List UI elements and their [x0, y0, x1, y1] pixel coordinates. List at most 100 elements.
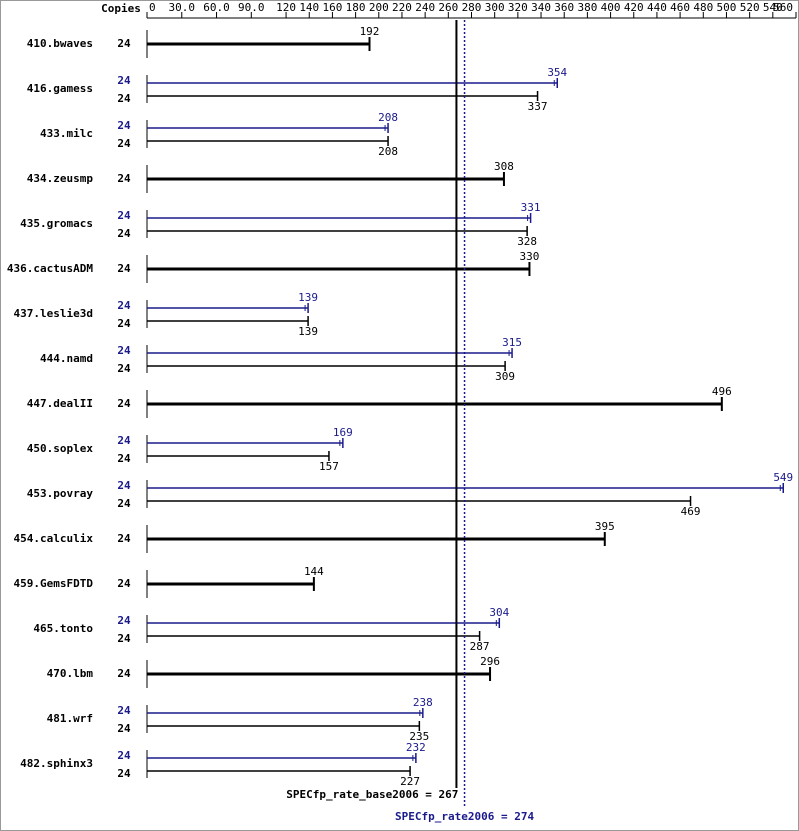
- category-label: 454.calculix: [14, 532, 94, 545]
- value-label: 208: [378, 145, 398, 158]
- value-label: 549: [773, 471, 793, 484]
- category-label: 436.cactusADM: [7, 262, 93, 275]
- copies-label: 24: [117, 362, 131, 375]
- bar: [147, 500, 691, 502]
- x-tick-label: 460: [670, 1, 690, 14]
- bar: [147, 402, 722, 406]
- reference-label: SPECfp_rate2006 = 274: [395, 810, 534, 823]
- bar: [147, 140, 389, 142]
- category-label: 433.milc: [40, 127, 93, 140]
- reference-label: SPECfp_rate_base2006 = 267: [286, 788, 458, 801]
- x-tick-label: 60.0: [203, 1, 230, 14]
- x-tick-label: 520: [740, 1, 760, 14]
- category-label: 450.soplex: [27, 442, 94, 455]
- copies-label: 24: [117, 452, 131, 465]
- x-tick-label: 260: [438, 1, 458, 14]
- x-tick-label: 560: [773, 1, 793, 14]
- x-tick-label: 340: [531, 1, 551, 14]
- bar: [147, 217, 531, 219]
- x-tick-label: 380: [577, 1, 597, 14]
- value-label: 354: [547, 66, 567, 79]
- copies-header: Copies: [101, 2, 141, 15]
- x-tick-label: 120: [276, 1, 296, 14]
- category-label: 434.zeusmp: [27, 172, 94, 185]
- copies-label: 24: [117, 172, 131, 185]
- x-tick-label: 440: [647, 1, 667, 14]
- x-tick-label: 220: [392, 1, 412, 14]
- copies-label: 24: [117, 632, 131, 645]
- value-label: 395: [595, 520, 615, 533]
- bar: [147, 267, 530, 271]
- value-label: 227: [400, 775, 420, 788]
- value-label: 296: [480, 655, 500, 668]
- value-label: 330: [520, 250, 540, 263]
- copies-label: 24: [117, 749, 131, 762]
- x-tick-label: 180: [346, 1, 366, 14]
- x-tick-label: 200: [369, 1, 389, 14]
- copies-label: 24: [117, 74, 131, 87]
- bar: [147, 635, 480, 637]
- category-label: 453.povray: [27, 487, 94, 500]
- value-label: 469: [681, 505, 701, 518]
- x-tick-label: 420: [624, 1, 644, 14]
- value-label: 169: [333, 426, 353, 439]
- bar: [147, 712, 423, 714]
- value-label: 496: [712, 385, 732, 398]
- bar: [147, 95, 538, 97]
- category-label: 481.wrf: [47, 712, 93, 725]
- bar: [147, 757, 416, 759]
- value-label: 144: [304, 565, 324, 578]
- value-label: 238: [413, 696, 433, 709]
- copies-label: 24: [117, 479, 131, 492]
- copies-label: 24: [117, 344, 131, 357]
- copies-label: 24: [117, 92, 131, 105]
- bar: [147, 230, 528, 232]
- value-label: 328: [517, 235, 537, 248]
- copies-label: 24: [117, 209, 131, 222]
- copies-label: 24: [117, 767, 131, 780]
- bar: [147, 82, 558, 84]
- category-label: 470.lbm: [47, 667, 94, 680]
- x-tick-label: 300: [485, 1, 505, 14]
- bar: [147, 42, 370, 46]
- category-label: 416.gamess: [27, 82, 93, 95]
- bar: [147, 352, 513, 354]
- x-tick-label: 0: [149, 1, 156, 14]
- copies-label: 24: [117, 317, 131, 330]
- category-label: 437.leslie3d: [14, 307, 93, 320]
- value-label: 139: [298, 291, 318, 304]
- bar: [147, 622, 500, 624]
- copies-label: 24: [117, 577, 131, 590]
- bar: [147, 537, 605, 541]
- copies-label: 24: [117, 397, 131, 410]
- copies-label: 24: [117, 614, 131, 627]
- bar: [147, 770, 411, 772]
- x-tick-label: 320: [508, 1, 528, 14]
- copies-label: 24: [117, 227, 131, 240]
- copies-label: 24: [117, 137, 131, 150]
- bar: [147, 672, 491, 676]
- bar: [147, 442, 343, 444]
- bar: [147, 320, 309, 322]
- copies-label: 24: [117, 119, 131, 132]
- value-label: 157: [319, 460, 339, 473]
- copies-label: 24: [117, 667, 131, 680]
- category-label: 444.namd: [40, 352, 93, 365]
- x-tick-label: 500: [717, 1, 737, 14]
- value-label: 192: [360, 25, 380, 38]
- copies-label: 24: [117, 704, 131, 717]
- category-label: 410.bwaves: [27, 37, 93, 50]
- category-label: 435.gromacs: [20, 217, 93, 230]
- copies-label: 24: [117, 434, 131, 447]
- copies-label: 24: [117, 497, 131, 510]
- copies-label: 24: [117, 532, 131, 545]
- copies-label: 24: [117, 37, 131, 50]
- value-label: 308: [494, 160, 514, 173]
- category-label: 459.GemsFDTD: [14, 577, 94, 590]
- value-label: 331: [521, 201, 541, 214]
- value-label: 315: [502, 336, 522, 349]
- bar: [147, 455, 329, 457]
- x-tick-label: 400: [601, 1, 621, 14]
- x-tick-label: 280: [462, 1, 482, 14]
